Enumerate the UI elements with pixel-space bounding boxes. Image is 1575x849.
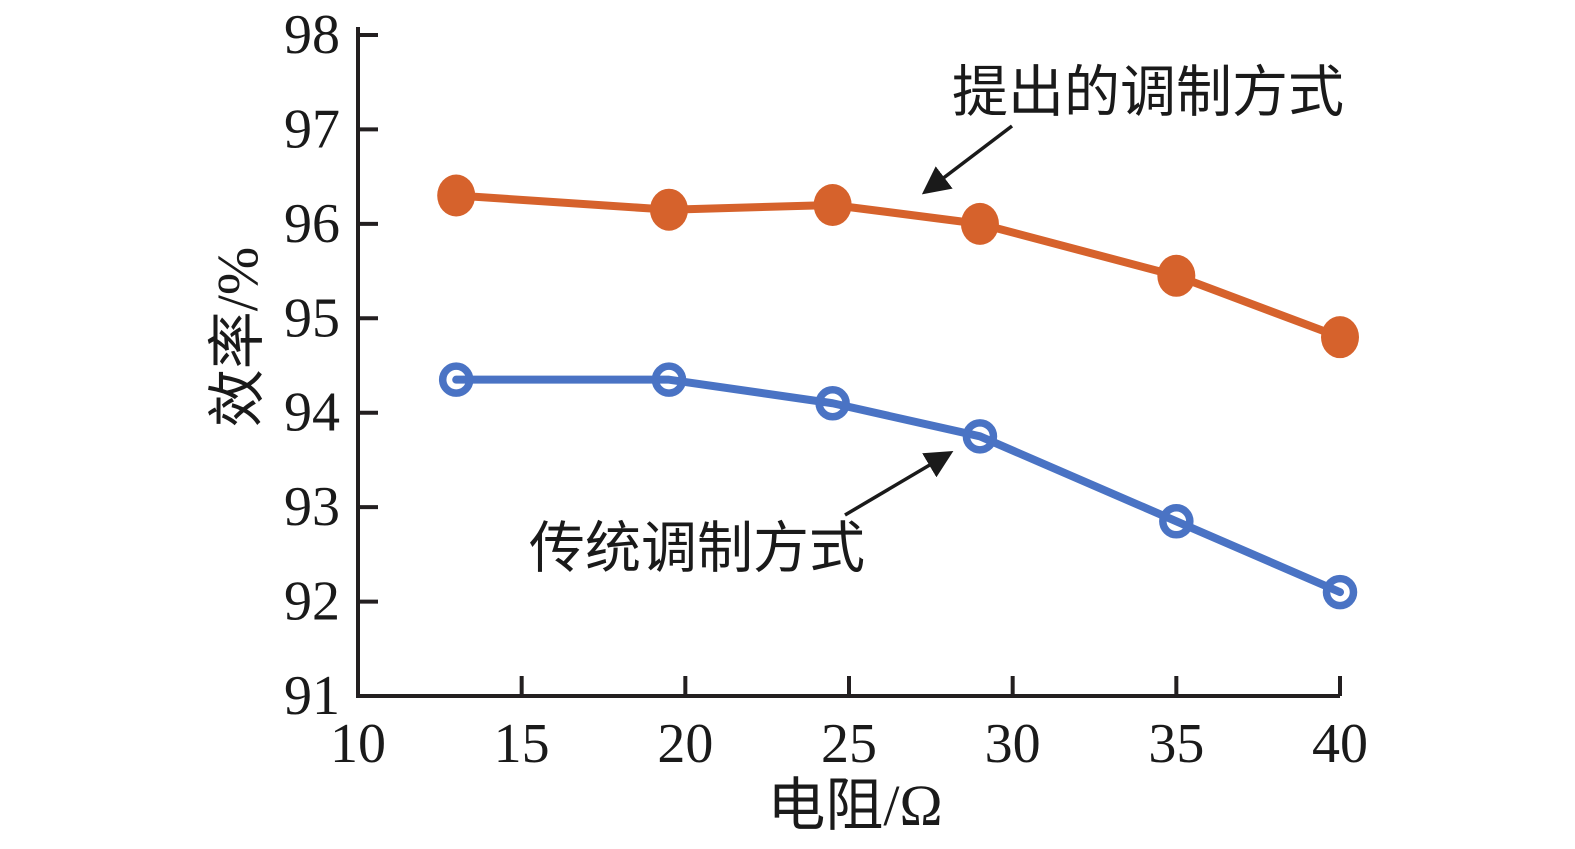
proposed-series-line — [452, 191, 1344, 342]
y-tick-label: 92 — [284, 571, 340, 633]
y-tick-label: 91 — [284, 665, 340, 727]
proposed-data-point-marker — [1157, 254, 1196, 297]
proposed-data-point-marker — [813, 183, 852, 226]
y-axis-title: 效率/% — [205, 246, 270, 428]
y-tick-label: 97 — [284, 98, 340, 160]
x-axis-title: 电阻/Ω — [767, 773, 943, 838]
y-tick-label: 96 — [284, 193, 340, 255]
proposed-data-point-marker — [960, 202, 999, 245]
traditional-data-point-marker — [1159, 504, 1194, 539]
x-tick-label: 15 — [494, 713, 550, 775]
traditional-data-point-marker — [1322, 574, 1358, 610]
x-tick-label: 30 — [985, 713, 1041, 775]
traditional-annotation-arrow — [844, 451, 954, 517]
x-tick-label: 10 — [330, 713, 386, 775]
x-tick-label: 40 — [1312, 713, 1368, 775]
traditional-data-point-marker — [815, 386, 850, 421]
proposed-data-point-marker — [649, 188, 688, 231]
annotation-proposed-series-label: 提出的调制方式 — [952, 62, 1344, 125]
proposed-data-point-marker — [1321, 316, 1359, 359]
traditional-data-point-marker — [962, 419, 998, 454]
annotation-traditional-series-label: 传统调制方式 — [529, 518, 865, 581]
y-tick-label: 94 — [284, 382, 340, 444]
traditional-series-line — [452, 375, 1344, 597]
y-tick-label: 98 — [284, 4, 340, 66]
traditional-data-point-marker — [651, 362, 687, 397]
x-tick-label: 35 — [1148, 713, 1204, 775]
proposed-data-point-marker — [437, 174, 476, 217]
traditional-data-point-marker — [438, 362, 474, 397]
proposed-annotation-arrow — [921, 124, 1014, 195]
x-tick-label: 20 — [657, 713, 713, 775]
y-tick-label: 93 — [284, 476, 340, 538]
y-tick-label: 95 — [284, 287, 340, 349]
x-tick-label: 25 — [821, 713, 877, 775]
